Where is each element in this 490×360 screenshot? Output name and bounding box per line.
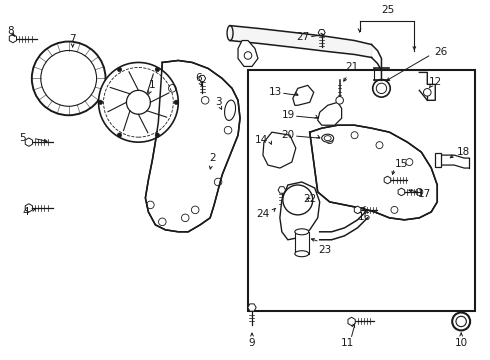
Text: 16: 16 — [358, 212, 371, 222]
Bar — [435, 153, 441, 167]
Text: 11: 11 — [341, 338, 354, 348]
Text: 22: 22 — [303, 194, 317, 204]
Text: 18: 18 — [457, 147, 470, 157]
Text: 14: 14 — [255, 135, 268, 145]
Polygon shape — [278, 187, 286, 193]
Circle shape — [336, 96, 343, 104]
Text: 1: 1 — [149, 80, 156, 90]
Polygon shape — [25, 204, 32, 212]
Text: 25: 25 — [381, 5, 394, 15]
Polygon shape — [384, 176, 391, 184]
Circle shape — [117, 133, 122, 137]
Bar — [295, 232, 309, 254]
Text: 20: 20 — [282, 130, 295, 140]
Text: 12: 12 — [429, 77, 442, 87]
Circle shape — [126, 90, 150, 114]
Polygon shape — [318, 102, 342, 125]
Text: 13: 13 — [269, 87, 282, 97]
Circle shape — [155, 133, 160, 137]
Text: 7: 7 — [70, 33, 76, 44]
Polygon shape — [146, 60, 240, 232]
Polygon shape — [224, 100, 236, 120]
Circle shape — [98, 100, 103, 104]
Circle shape — [98, 62, 178, 142]
Text: 8: 8 — [7, 26, 14, 36]
Ellipse shape — [295, 229, 309, 235]
Circle shape — [155, 67, 160, 72]
Polygon shape — [198, 75, 206, 81]
Polygon shape — [310, 125, 437, 220]
Polygon shape — [9, 34, 17, 43]
Circle shape — [423, 89, 431, 96]
Text: 21: 21 — [345, 62, 358, 72]
Ellipse shape — [322, 134, 334, 142]
Text: 23: 23 — [318, 245, 331, 255]
Polygon shape — [280, 182, 319, 240]
Polygon shape — [398, 188, 405, 196]
Polygon shape — [263, 132, 296, 168]
Polygon shape — [348, 317, 355, 326]
Text: 17: 17 — [417, 189, 431, 199]
Text: 2: 2 — [209, 153, 216, 163]
Text: 6: 6 — [195, 73, 201, 84]
Circle shape — [117, 67, 122, 72]
Text: 3: 3 — [215, 97, 221, 107]
Circle shape — [283, 185, 313, 215]
Ellipse shape — [324, 136, 331, 141]
Text: 27: 27 — [296, 32, 310, 41]
Text: 19: 19 — [282, 110, 295, 120]
Ellipse shape — [295, 251, 309, 257]
Polygon shape — [354, 206, 361, 214]
Polygon shape — [318, 30, 325, 36]
Circle shape — [174, 100, 178, 104]
Text: 4: 4 — [23, 207, 29, 217]
Text: 10: 10 — [455, 338, 468, 348]
Text: 24: 24 — [257, 209, 270, 219]
Polygon shape — [238, 41, 258, 67]
Bar — [248, 71, 475, 311]
Polygon shape — [25, 138, 32, 146]
Text: 26: 26 — [434, 48, 447, 58]
Text: 9: 9 — [248, 338, 255, 348]
Polygon shape — [293, 85, 314, 105]
Polygon shape — [248, 304, 256, 311]
Text: 15: 15 — [394, 159, 408, 169]
Text: 5: 5 — [20, 133, 26, 143]
